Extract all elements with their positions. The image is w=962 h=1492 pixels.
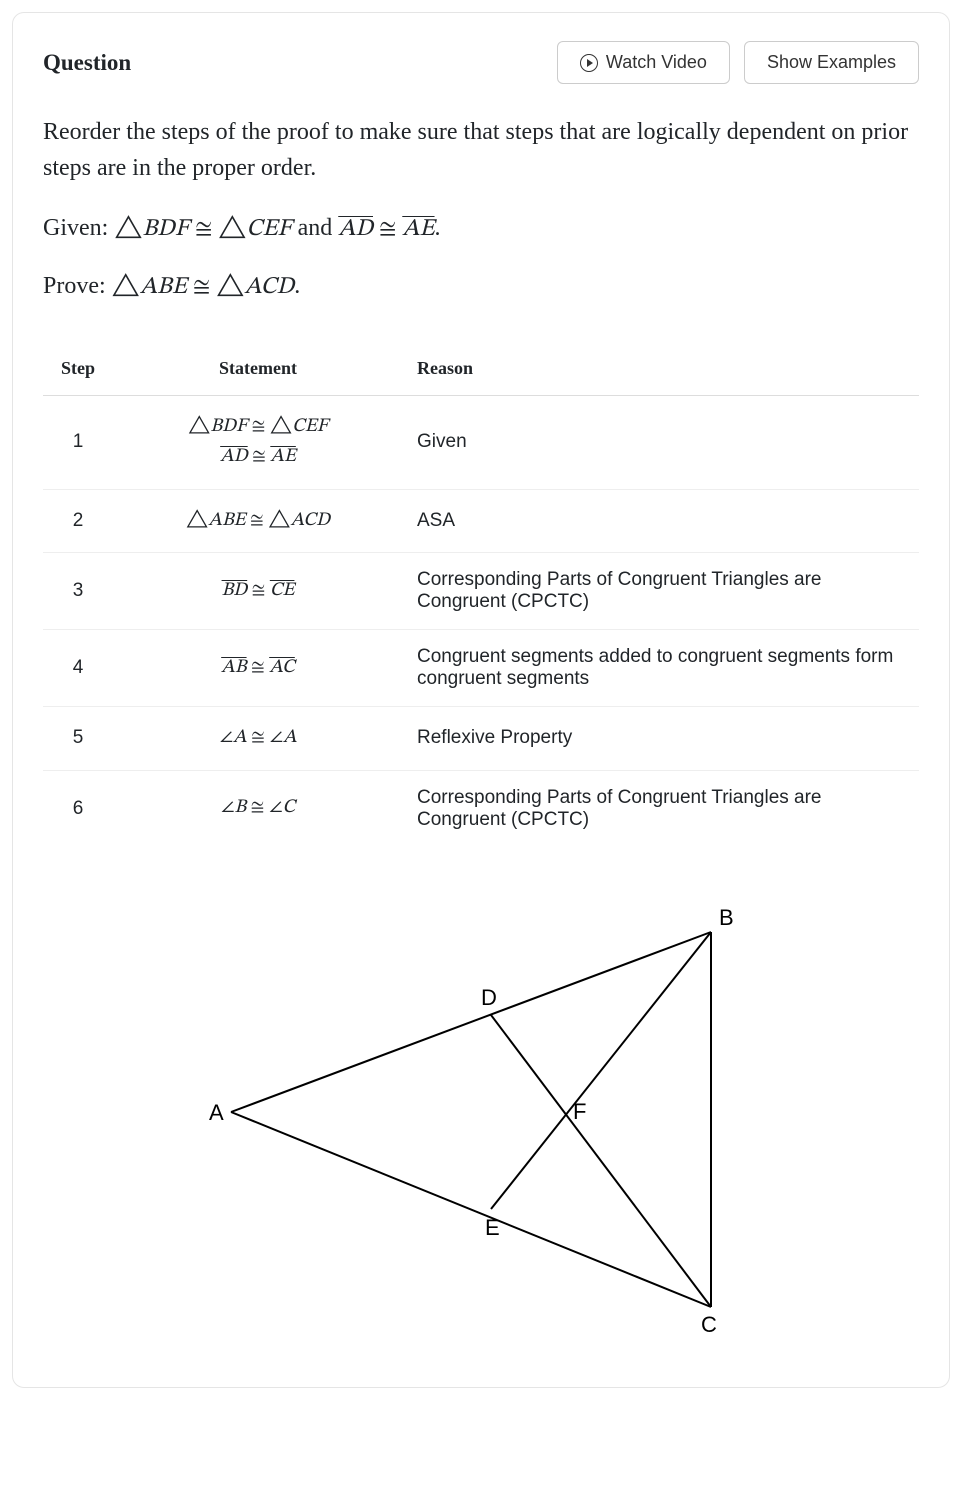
reason-cell: Corresponding Parts of Congruent Triangl… [403, 553, 919, 630]
statement-cell: ∠A ≅ ∠A [113, 707, 403, 770]
point-label-F: F [573, 1099, 586, 1124]
step-cell: 1 [43, 396, 113, 490]
col-reason: Reason [403, 342, 919, 396]
given-line: Given: △BDF ≅ △CEF and AD ≅ AE. [43, 214, 919, 244]
reason-cell: Given [403, 396, 919, 490]
reason-cell: ASA [403, 489, 919, 552]
point-label-D: D [481, 985, 497, 1010]
step-cell: 3 [43, 553, 113, 630]
header-row: Question Watch Video Show Examples [43, 41, 919, 84]
geometry-diagram: A B C D E F [43, 887, 919, 1347]
point-label-A: A [209, 1100, 224, 1125]
statement-cell: ∠B ≅ ∠C [113, 770, 403, 847]
proof-table: Step Statement Reason 1△BDF ≅ △CEFAD ≅ A… [43, 342, 919, 847]
reason-cell: Reflexive Property [403, 707, 919, 770]
step-cell: 2 [43, 489, 113, 552]
step-cell: 6 [43, 770, 113, 847]
prove-line: Prove: △ABE ≅ △ACD. [43, 272, 919, 302]
watch-video-label: Watch Video [606, 52, 707, 73]
reason-cell: Corresponding Parts of Congruent Triangl… [403, 770, 919, 847]
table-row[interactable]: 6∠B ≅ ∠CCorresponding Parts of Congruent… [43, 770, 919, 847]
play-circle-icon [580, 54, 598, 72]
reason-cell: Congruent segments added to congruent se… [403, 630, 919, 707]
point-label-C: C [701, 1312, 717, 1337]
question-card: Question Watch Video Show Examples Reord… [12, 12, 950, 1388]
table-row[interactable]: 1△BDF ≅ △CEFAD ≅ AEGiven [43, 396, 919, 490]
prove-prefix: Prove: [43, 273, 112, 299]
edge-AC [231, 1112, 711, 1307]
table-row[interactable]: 3BD ≅ CECorresponding Parts of Congruent… [43, 553, 919, 630]
point-label-B: B [719, 905, 734, 930]
statement-cell: △BDF ≅ △CEFAD ≅ AE [113, 396, 403, 490]
show-examples-label: Show Examples [767, 52, 896, 73]
show-examples-button[interactable]: Show Examples [744, 41, 919, 84]
statement-cell: △ABE ≅ △ACD [113, 489, 403, 552]
watch-video-button[interactable]: Watch Video [557, 41, 730, 84]
step-cell: 4 [43, 630, 113, 707]
given-prefix: Given: [43, 215, 114, 241]
col-step: Step [43, 342, 113, 396]
question-label: Question [43, 50, 131, 76]
table-row[interactable]: 2△ABE ≅ △ACDASA [43, 489, 919, 552]
instruction-text: Reorder the steps of the proof to make s… [43, 114, 919, 186]
point-label-E: E [485, 1215, 500, 1240]
statement-cell: BD ≅ CE [113, 553, 403, 630]
table-row[interactable]: 4AB ≅ ACCongruent segments added to cong… [43, 630, 919, 707]
col-statement: Statement [113, 342, 403, 396]
table-row[interactable]: 5∠A ≅ ∠AReflexive Property [43, 707, 919, 770]
header-buttons: Watch Video Show Examples [557, 41, 919, 84]
step-cell: 5 [43, 707, 113, 770]
statement-cell: AB ≅ AC [113, 630, 403, 707]
